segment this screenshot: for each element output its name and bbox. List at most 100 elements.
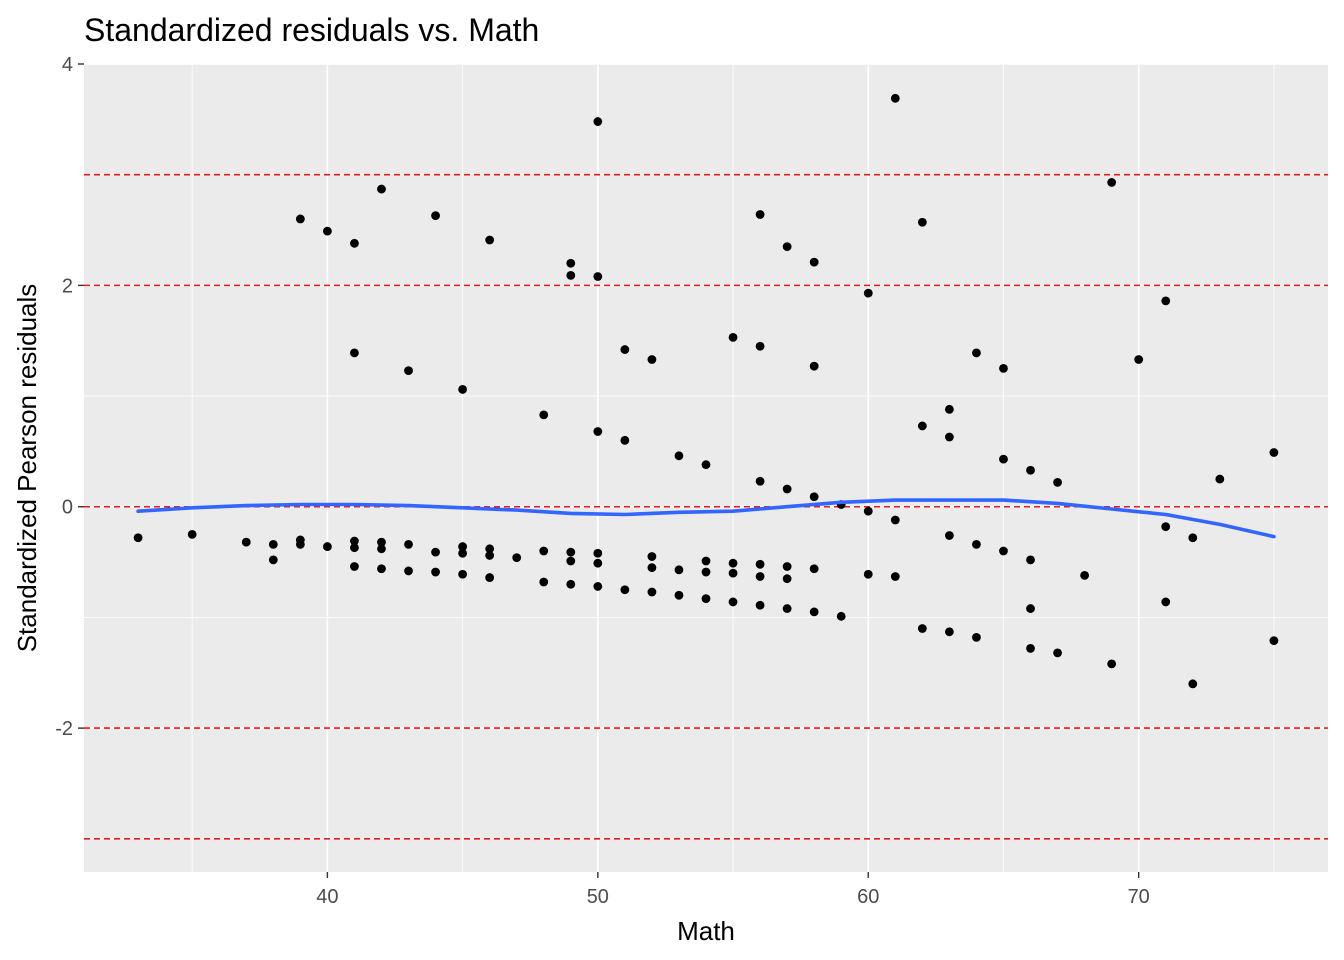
reference-lines xyxy=(84,173,1328,840)
data-point xyxy=(1215,474,1225,484)
data-point xyxy=(999,546,1008,556)
data-point xyxy=(647,355,657,364)
data-point xyxy=(431,567,440,577)
data-point xyxy=(377,184,386,194)
data-point xyxy=(1026,555,1035,565)
data-point xyxy=(350,238,359,248)
data-points xyxy=(133,93,1279,689)
data-point xyxy=(701,460,711,470)
x-tick-label: 70 xyxy=(1128,886,1150,908)
data-point xyxy=(295,539,305,549)
data-point xyxy=(1188,679,1198,689)
data-point xyxy=(431,211,440,221)
data-point xyxy=(647,552,657,561)
data-point xyxy=(1080,570,1090,580)
data-point xyxy=(1161,522,1171,532)
chart-title: Standardized residuals vs. Math xyxy=(84,12,539,48)
data-point xyxy=(836,611,846,621)
data-point xyxy=(404,566,413,576)
data-point xyxy=(755,476,765,486)
data-point xyxy=(890,572,900,581)
data-point xyxy=(566,258,576,268)
smooth-line xyxy=(136,498,1276,539)
data-point xyxy=(674,565,684,575)
data-point xyxy=(701,594,711,604)
data-point xyxy=(782,562,792,571)
data-point xyxy=(701,567,711,577)
data-point xyxy=(512,553,522,563)
y-tick-label: 4 xyxy=(62,54,73,76)
data-point xyxy=(295,214,305,224)
data-point xyxy=(890,93,900,103)
data-point xyxy=(268,555,278,565)
data-point xyxy=(1161,597,1171,607)
data-point xyxy=(458,569,468,579)
data-point xyxy=(404,366,413,375)
data-point xyxy=(647,587,657,597)
data-point xyxy=(782,604,792,613)
data-point xyxy=(728,558,738,568)
data-point xyxy=(1134,355,1144,364)
data-point xyxy=(782,242,792,252)
x-axis-label: Math xyxy=(677,916,735,946)
data-point xyxy=(999,454,1008,464)
y-axis-ticks: -2 0 2 4 xyxy=(55,54,84,740)
smooth-curve xyxy=(136,498,1276,539)
data-point xyxy=(972,348,981,358)
data-point xyxy=(863,569,873,579)
data-point xyxy=(485,573,495,582)
data-point xyxy=(809,257,819,267)
data-point xyxy=(268,539,278,549)
data-point xyxy=(728,568,738,578)
data-point xyxy=(350,562,359,571)
data-point xyxy=(593,427,603,436)
data-point xyxy=(809,564,819,574)
data-point xyxy=(593,548,603,558)
x-tick-label: 50 xyxy=(587,886,609,908)
data-point xyxy=(377,537,386,547)
data-point xyxy=(241,537,251,547)
data-point xyxy=(566,271,576,280)
data-point xyxy=(1107,178,1117,187)
data-point xyxy=(782,484,792,494)
data-point xyxy=(944,627,954,637)
data-point xyxy=(944,404,954,414)
data-point xyxy=(674,451,684,461)
data-point xyxy=(972,632,981,642)
data-point xyxy=(809,607,819,617)
data-point xyxy=(133,533,143,543)
data-point xyxy=(972,539,981,549)
data-point xyxy=(620,435,630,445)
data-point xyxy=(593,558,603,568)
data-point xyxy=(1026,465,1035,475)
data-point xyxy=(377,544,386,554)
data-point xyxy=(322,542,332,551)
y-tick-label: -2 xyxy=(55,718,73,740)
data-point xyxy=(728,332,738,342)
data-point xyxy=(431,547,440,557)
data-point xyxy=(566,579,576,589)
data-point xyxy=(1269,448,1279,457)
data-point xyxy=(1053,477,1062,487)
data-point xyxy=(350,348,359,358)
data-point xyxy=(755,572,765,581)
data-point xyxy=(539,577,549,587)
data-point xyxy=(782,574,792,584)
data-point xyxy=(377,564,386,574)
data-point xyxy=(755,600,765,610)
data-point xyxy=(620,585,630,595)
data-point xyxy=(458,548,468,558)
data-point xyxy=(1269,636,1279,646)
data-point xyxy=(728,597,738,607)
y-axis-label: Standardized Pearson residuals xyxy=(12,284,42,653)
data-point xyxy=(1188,533,1198,543)
data-point xyxy=(1161,296,1171,306)
x-axis-ticks: 40 50 60 70 xyxy=(316,872,1150,908)
data-point xyxy=(458,385,468,394)
data-point xyxy=(944,432,954,442)
y-tick-label: 2 xyxy=(62,275,73,297)
data-point xyxy=(755,559,765,569)
data-point xyxy=(539,410,549,420)
data-point xyxy=(350,536,359,546)
